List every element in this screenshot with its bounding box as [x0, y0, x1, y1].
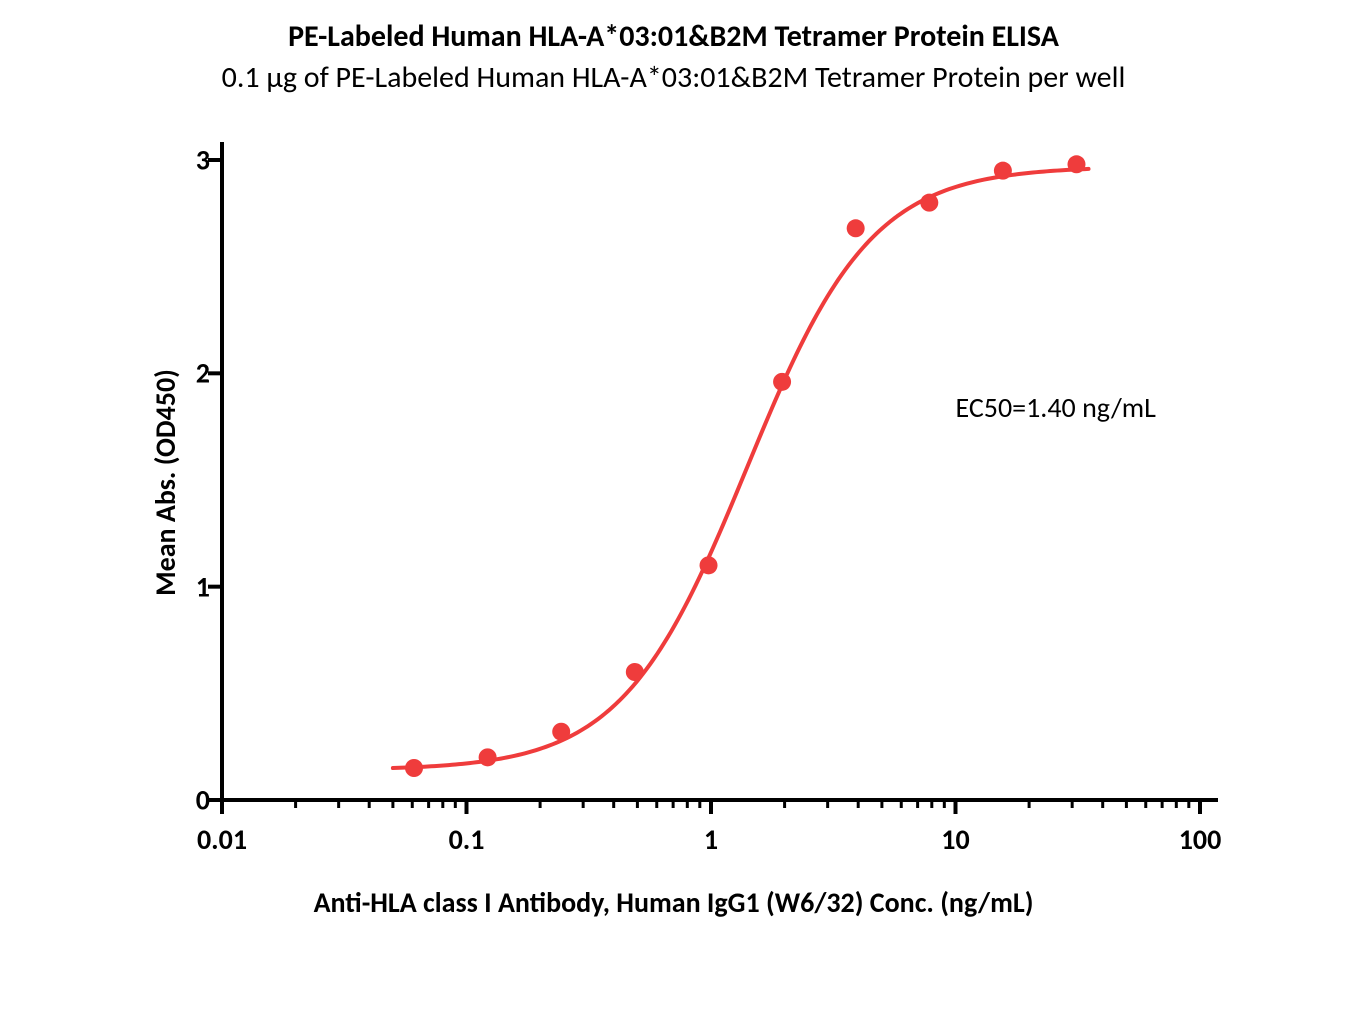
data-point [1067, 155, 1085, 173]
x-tick-label: 0.1 [449, 822, 485, 857]
data-point [847, 219, 865, 237]
y-tick-label: 2 [150, 356, 210, 391]
y-tick-label: 0 [150, 783, 210, 818]
data-point [773, 373, 791, 391]
x-tick-label: 10 [941, 822, 969, 857]
data-point [626, 663, 644, 681]
y-tick-label: 1 [150, 569, 210, 604]
data-point [405, 759, 423, 777]
data-point [700, 556, 718, 574]
data-point [994, 162, 1012, 180]
data-point [479, 748, 497, 766]
x-tick-label: 1 [704, 822, 718, 857]
elisa-chart: PE-Labeled Human HLA-A*03:01&B2M Tetrame… [0, 0, 1347, 1032]
x-tick-label: 0.01 [197, 822, 247, 857]
y-tick-label: 3 [150, 143, 210, 178]
fit-curve [393, 169, 1089, 768]
data-point [552, 723, 570, 741]
data-point [920, 194, 938, 212]
x-tick-label: 100 [1179, 822, 1222, 857]
